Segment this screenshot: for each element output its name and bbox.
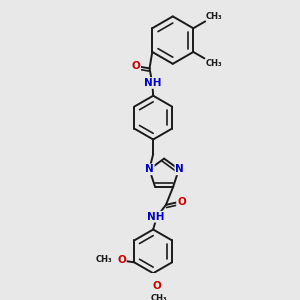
Text: CH₃: CH₃ (150, 294, 167, 300)
Text: CH₃: CH₃ (205, 59, 222, 68)
Text: O: O (152, 281, 161, 291)
Text: CH₃: CH₃ (96, 255, 112, 264)
Text: NH: NH (147, 212, 165, 222)
Text: O: O (131, 61, 140, 70)
Text: CH₃: CH₃ (206, 11, 223, 20)
Text: O: O (117, 256, 126, 266)
Text: NH: NH (143, 78, 161, 88)
Text: N: N (176, 164, 184, 174)
Text: O: O (177, 197, 186, 207)
Text: N: N (145, 164, 154, 174)
